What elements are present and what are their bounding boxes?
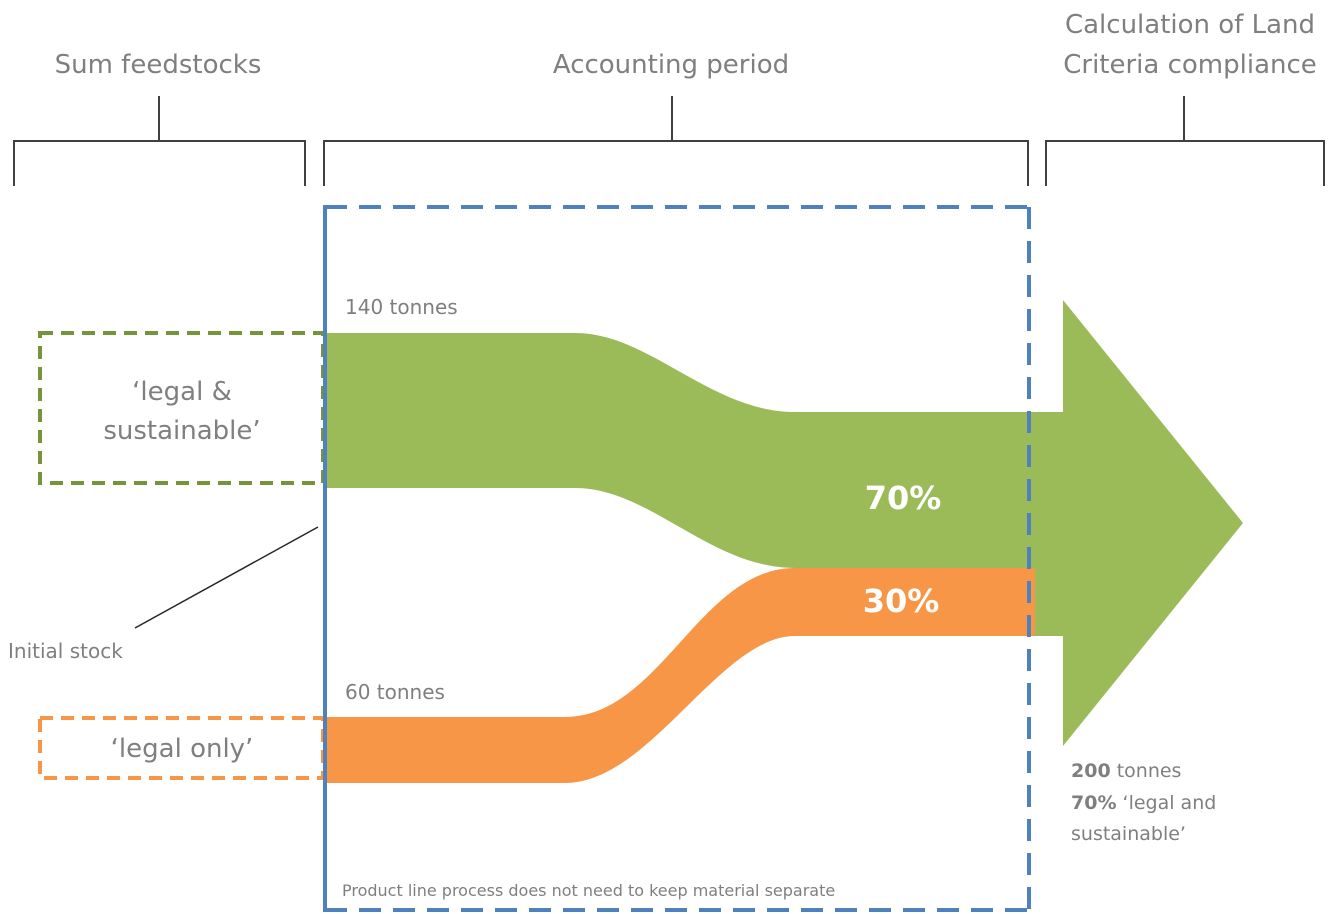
legal-only-flow-band <box>325 568 1035 783</box>
header-accounting-period: Accounting period <box>553 50 789 80</box>
accounting-period-frame <box>325 205 1031 912</box>
output-tonnes-line: 200 tonnes <box>1071 760 1181 782</box>
header-calculation-line2: Criteria compliance <box>1063 50 1317 80</box>
sustainable-tonnes-label: 140 tonnes <box>345 295 458 319</box>
sustainable-share-label: 70% <box>865 479 942 517</box>
legal-only-label: ‘legal only’ <box>111 734 254 764</box>
initial-stock-pointer <box>134 526 319 629</box>
legal-only-input-box <box>38 716 325 780</box>
header-sum-feedstocks: Sum feedstocks <box>55 50 262 80</box>
output-share-text: ‘legal and <box>1116 792 1216 814</box>
initial-stock-label: Initial stock <box>8 639 123 663</box>
output-share-text-line2: sustainable’ <box>1071 823 1186 845</box>
sustainable-label-line2: sustainable’ <box>103 416 260 446</box>
output-share-line: 70% ‘legal and <box>1071 792 1216 814</box>
output-summary: 200 tonnes 70% ‘legal and sustainable’ <box>1071 760 1216 845</box>
output-tonnes-unit: tonnes <box>1111 760 1182 782</box>
process-note: Product line process does not need to ke… <box>342 881 835 900</box>
sustainable-input-box <box>38 331 325 485</box>
header-calculation-line1: Calculation of Land <box>1065 10 1315 40</box>
bracket-sum-feedstocks <box>13 96 306 186</box>
legal-only-share-label: 30% <box>863 582 940 620</box>
sustainable-flow-band <box>325 333 1035 568</box>
sustainable-label-line1: ‘legal & <box>132 377 232 407</box>
bracket-accounting-period <box>323 96 1029 186</box>
output-tonnes-value: 200 <box>1071 760 1111 782</box>
output-share-value: 70% <box>1071 792 1116 814</box>
bracket-calculation <box>1045 96 1325 186</box>
legal-only-tonnes-label: 60 tonnes <box>345 680 445 704</box>
output-arrow <box>1020 300 1243 746</box>
